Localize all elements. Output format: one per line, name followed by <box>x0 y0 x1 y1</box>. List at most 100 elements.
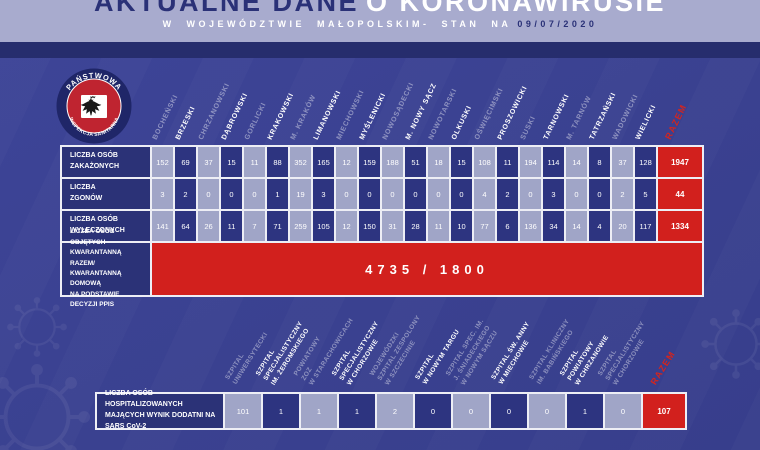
data-cell: 6 <box>497 211 518 241</box>
data-cell: 0 <box>589 179 610 209</box>
data-cell: 0 <box>491 394 527 428</box>
data-cell: 259 <box>290 211 311 241</box>
subtitle-text: W WOJEWÓDZTWIE MAŁOPOLSKIM- STAN NA <box>162 19 512 29</box>
data-cell: 136 <box>520 211 541 241</box>
hospital-table: LICZBA OSÓB HOSPITALIZOWANYCH MAJĄCYCH W… <box>95 390 687 430</box>
row-total: 107 <box>643 394 685 428</box>
data-cell: 77 <box>474 211 495 241</box>
data-cell: 14 <box>566 211 587 241</box>
data-cell: 101 <box>225 394 261 428</box>
data-cell: 1 <box>263 394 299 428</box>
data-cell: 188 <box>382 147 403 177</box>
data-cell: 0 <box>451 179 472 209</box>
row-label: LICZBA OSÓB HOSPITALIZOWANYCH MAJĄCYCH W… <box>97 390 223 430</box>
data-cell: 4 <box>474 179 495 209</box>
data-cell: 0 <box>221 179 242 209</box>
data-cell: 11 <box>244 147 265 177</box>
data-cell: 51 <box>405 147 426 177</box>
hospital-column-headers: SZPITAL UNIWERSYTECKI SZPITAL SPECJALISTY… <box>0 58 760 389</box>
data-cell: 20 <box>612 211 633 241</box>
data-cell: 108 <box>474 147 495 177</box>
data-cell: 141 <box>152 211 173 241</box>
header-divider-strip <box>0 42 760 58</box>
data-cell: 5 <box>635 179 656 209</box>
data-cell: 0 <box>453 394 489 428</box>
data-cell: 10 <box>451 211 472 241</box>
data-cell: 114 <box>543 147 564 177</box>
data-cell: 0 <box>244 179 265 209</box>
data-cell: 37 <box>612 147 633 177</box>
data-cell: 1 <box>339 394 375 428</box>
county-table: LICZBA OSÓB ZAKAŻONYCH 152 69 37 15 11 88 352 16… <box>60 145 704 308</box>
data-cell: 194 <box>520 147 541 177</box>
row-label: LICZBA OSÓB ZAKAŻONYCH <box>62 147 150 177</box>
data-cell: 34 <box>543 211 564 241</box>
hospital-header: SZPITAL SPECJALISTYCZNY W CHORZOWIE <box>596 319 647 387</box>
data-cell: 37 <box>198 147 219 177</box>
quarantine-value: 4735 / 1800 <box>152 243 702 295</box>
data-cell: 150 <box>359 211 380 241</box>
row-label: LICZBA ZGONÓW <box>62 179 150 209</box>
data-cell: 18 <box>428 147 449 177</box>
data-cell: 105 <box>313 211 334 241</box>
data-cell: 8 <box>589 147 610 177</box>
data-cell: 15 <box>221 147 242 177</box>
data-cell: 2 <box>175 179 196 209</box>
data-cell: 7 <box>244 211 265 241</box>
data-cell: 26 <box>198 211 219 241</box>
data-cell: 2 <box>377 394 413 428</box>
row-total: 44 <box>658 179 702 209</box>
data-cell: 0 <box>336 179 357 209</box>
data-cell: 14 <box>566 147 587 177</box>
data-cell: 12 <box>336 147 357 177</box>
data-cell: 4 <box>589 211 610 241</box>
data-cell: 0 <box>520 179 541 209</box>
data-cell: 3 <box>313 179 334 209</box>
data-cell: 64 <box>175 211 196 241</box>
data-cell: 0 <box>382 179 403 209</box>
data-cell: 1 <box>567 394 603 428</box>
data-cell: 2 <box>612 179 633 209</box>
page-title-light: O KORONAWIRUSIE <box>365 0 666 17</box>
row-total: 1334 <box>658 211 702 241</box>
page-subtitle: W WOJEWÓDZTWIE MAŁOPOLSKIM- STAN NA 09/07… <box>0 19 760 29</box>
data-cell: 88 <box>267 147 288 177</box>
data-cell: 0 <box>359 179 380 209</box>
data-cell: 31 <box>382 211 403 241</box>
data-cell: 15 <box>451 147 472 177</box>
row-label: LICZBA OSÓB WYLECZONYCH <box>62 211 150 241</box>
data-cell: 11 <box>428 211 449 241</box>
report-date: 09/07/2020 <box>517 19 598 29</box>
hospital-total-header: RAZEM <box>648 348 678 387</box>
data-cell: 128 <box>635 147 656 177</box>
data-cell: 69 <box>175 147 196 177</box>
data-cell: 117 <box>635 211 656 241</box>
data-cell: 0 <box>198 179 219 209</box>
data-cell: 12 <box>336 211 357 241</box>
page-title-dark: AKTUALNE DANE <box>93 0 359 17</box>
data-cell: 1 <box>267 179 288 209</box>
data-cell: 0 <box>566 179 587 209</box>
sanitary-inspection-logo: PAŃSTWOWA INSPEKCJA SANITARNA <box>56 68 132 144</box>
data-cell: 19 <box>290 179 311 209</box>
data-cell: 3 <box>543 179 564 209</box>
data-cell: 1 <box>301 394 337 428</box>
data-cell: 159 <box>359 147 380 177</box>
data-cell: 28 <box>405 211 426 241</box>
data-cell: 0 <box>529 394 565 428</box>
data-cell: 11 <box>497 147 518 177</box>
data-cell: 0 <box>415 394 451 428</box>
data-cell: 352 <box>290 147 311 177</box>
data-cell: 2 <box>497 179 518 209</box>
data-cell: 3 <box>152 179 173 209</box>
data-cell: 152 <box>152 147 173 177</box>
data-cell: 11 <box>221 211 242 241</box>
data-cell: 0 <box>428 179 449 209</box>
row-total: 1947 <box>658 147 702 177</box>
header-band: AKTUALNE DANE O KORONAWIRUSIE W WOJEWÓDZT… <box>0 0 760 42</box>
data-cell: 165 <box>313 147 334 177</box>
eagle-icon <box>80 97 102 116</box>
page-title: AKTUALNE DANE O KORONAWIRUSIE <box>0 0 760 17</box>
data-cell: 71 <box>267 211 288 241</box>
